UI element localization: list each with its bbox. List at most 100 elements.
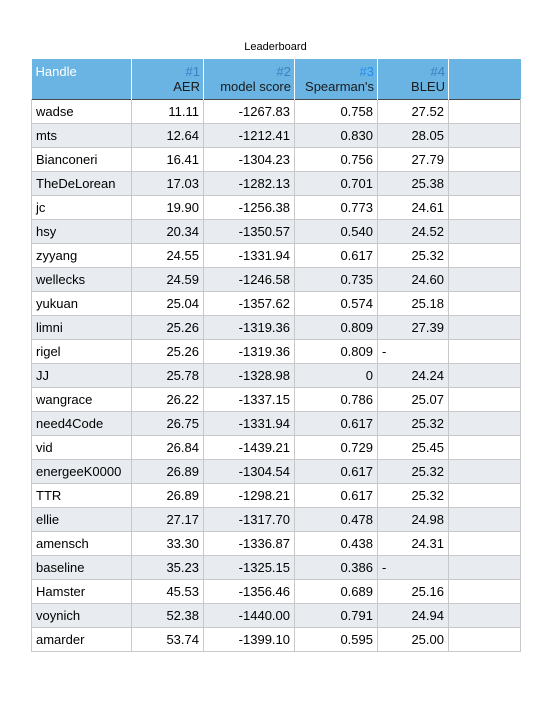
table-row: jc 19.90 -1256.38 0.773 24.61 [32,195,521,219]
cell-model-score: -1439.21 [204,435,295,459]
cell-handle: limni [32,315,132,339]
cell-bleu: 24.94 [378,603,449,627]
cell-model-score: -1319.36 [204,339,295,363]
cell-handle: wadse [32,99,132,123]
table-row: TTR 26.89 -1298.21 0.617 25.32 [32,483,521,507]
cell-spearman: 0.617 [295,483,378,507]
cell-bleu: 27.39 [378,315,449,339]
cell-empty [449,483,521,507]
cell-spearman: 0.756 [295,147,378,171]
cell-model-score: -1282.13 [204,171,295,195]
cell-empty [449,123,521,147]
cell-handle: yukuan [32,291,132,315]
cell-model-score: -1246.58 [204,267,295,291]
column-rank: #1 [135,64,200,79]
cell-bleu: 24.31 [378,531,449,555]
column-name: model score [207,79,291,94]
cell-handle: energeeK0000 [32,459,132,483]
cell-bleu: 24.98 [378,507,449,531]
cell-aer: 35.23 [132,555,204,579]
cell-model-score: -1304.23 [204,147,295,171]
cell-bleu: - [378,555,449,579]
cell-model-score: -1328.98 [204,363,295,387]
cell-aer: 19.90 [132,195,204,219]
cell-model-score: -1319.36 [204,315,295,339]
cell-spearman: 0.438 [295,531,378,555]
table-row: ellie 27.17 -1317.70 0.478 24.98 [32,507,521,531]
cell-bleu: 25.07 [378,387,449,411]
cell-spearman: 0.729 [295,435,378,459]
cell-aer: 53.74 [132,627,204,651]
cell-aer: 11.11 [132,99,204,123]
cell-empty [449,435,521,459]
cell-handle: JJ [32,363,132,387]
column-rank: #4 [381,64,445,79]
cell-handle: TheDeLorean [32,171,132,195]
cell-handle: need4Code [32,411,132,435]
cell-model-score: -1356.46 [204,579,295,603]
cell-spearman: 0.617 [295,243,378,267]
cell-empty [449,99,521,123]
cell-model-score: -1399.10 [204,627,295,651]
leaderboard-title: Leaderboard [31,39,520,55]
cell-empty [449,291,521,315]
cell-aer: 26.89 [132,483,204,507]
table-row: vid 26.84 -1439.21 0.729 25.45 [32,435,521,459]
cell-spearman: 0.773 [295,195,378,219]
cell-bleu: - [378,339,449,363]
cell-aer: 24.59 [132,267,204,291]
table-row: yukuan 25.04 -1357.62 0.574 25.18 [32,291,521,315]
table-row: need4Code 26.75 -1331.94 0.617 25.32 [32,411,521,435]
cell-handle: voynich [32,603,132,627]
cell-empty [449,531,521,555]
column-name: AER [135,79,200,94]
leaderboard-table: Handle #1 AER #2 model score #3 Spearman… [31,59,521,652]
cell-empty [449,195,521,219]
cell-empty [449,627,521,651]
cell-handle: mts [32,123,132,147]
cell-empty [449,459,521,483]
cell-bleu: 27.52 [378,99,449,123]
column-rank: #3 [298,64,374,79]
cell-spearman: 0 [295,363,378,387]
cell-empty [449,339,521,363]
cell-aer: 17.03 [132,171,204,195]
cell-spearman: 0.478 [295,507,378,531]
cell-handle: amarder [32,627,132,651]
cell-empty [449,219,521,243]
cell-spearman: 0.386 [295,555,378,579]
column-rank: #2 [207,64,291,79]
cell-aer: 20.34 [132,219,204,243]
table-row: JJ 25.78 -1328.98 0 24.24 [32,363,521,387]
cell-model-score: -1440.00 [204,603,295,627]
cell-spearman: 0.809 [295,315,378,339]
cell-model-score: -1317.70 [204,507,295,531]
cell-aer: 25.26 [132,339,204,363]
cell-bleu: 25.00 [378,627,449,651]
cell-handle: zyyang [32,243,132,267]
table-row: Hamster 45.53 -1356.46 0.689 25.16 [32,579,521,603]
cell-spearman: 0.735 [295,267,378,291]
cell-handle: jc [32,195,132,219]
cell-model-score: -1256.38 [204,195,295,219]
cell-handle: Hamster [32,579,132,603]
table-row: limni 25.26 -1319.36 0.809 27.39 [32,315,521,339]
cell-model-score: -1331.94 [204,411,295,435]
cell-empty [449,267,521,291]
cell-aer: 26.75 [132,411,204,435]
cell-aer: 27.17 [132,507,204,531]
cell-bleu: 25.32 [378,243,449,267]
cell-aer: 26.22 [132,387,204,411]
cell-model-score: -1325.15 [204,555,295,579]
cell-spearman: 0.791 [295,603,378,627]
cell-model-score: -1304.54 [204,459,295,483]
cell-bleu: 24.60 [378,267,449,291]
table-row: baseline 35.23 -1325.15 0.386- [32,555,521,579]
cell-empty [449,555,521,579]
cell-spearman: 0.595 [295,627,378,651]
column-header-empty [449,59,521,99]
cell-empty [449,603,521,627]
cell-aer: 52.38 [132,603,204,627]
table-body: wadse 11.11 -1267.83 0.758 27.52 mts 12.64 -121… [32,99,521,651]
cell-handle: amensch [32,531,132,555]
